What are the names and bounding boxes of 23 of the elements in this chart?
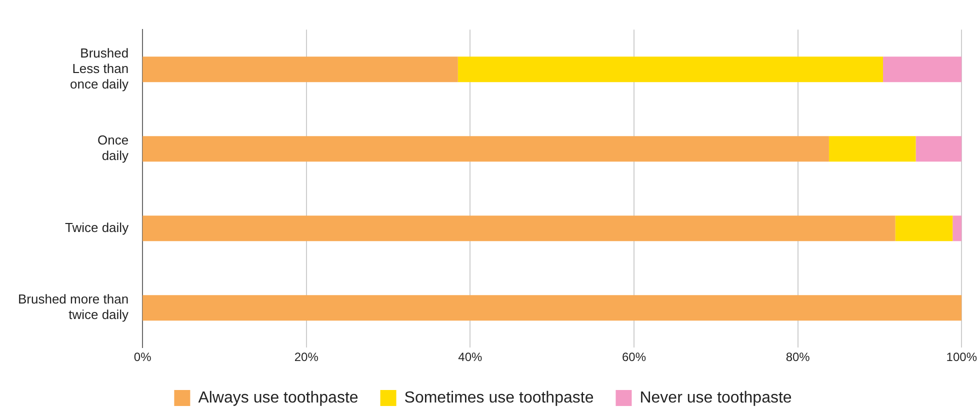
bar (458, 56, 884, 82)
y-tick-label: Twice daily (64, 220, 130, 235)
bar (883, 56, 962, 82)
bar (952, 216, 962, 242)
x-tick-label: 20% (294, 350, 319, 364)
bar (142, 136, 829, 162)
legend-label: Never use toothpaste (640, 389, 792, 406)
y-tick-label: Brushed more than twice daily (18, 292, 130, 322)
bar (142, 295, 962, 321)
bar (142, 56, 458, 82)
x-tick-label: 60% (622, 350, 646, 364)
legend-label: Sometimes use toothpaste (404, 389, 594, 406)
legend-label: Always use toothpaste (198, 389, 358, 406)
x-tick-label: 40% (458, 350, 483, 364)
x-tick-label: 80% (786, 350, 810, 364)
bar (142, 216, 896, 242)
x-tick-label: 0% (134, 350, 152, 364)
bar (895, 216, 953, 242)
x-tick-label: 100% (946, 350, 978, 364)
bar (828, 136, 916, 162)
bar (916, 136, 962, 162)
y-tick-label: Brushed Less than once daily (70, 45, 130, 92)
y-tick-label: Once daily (97, 132, 130, 164)
